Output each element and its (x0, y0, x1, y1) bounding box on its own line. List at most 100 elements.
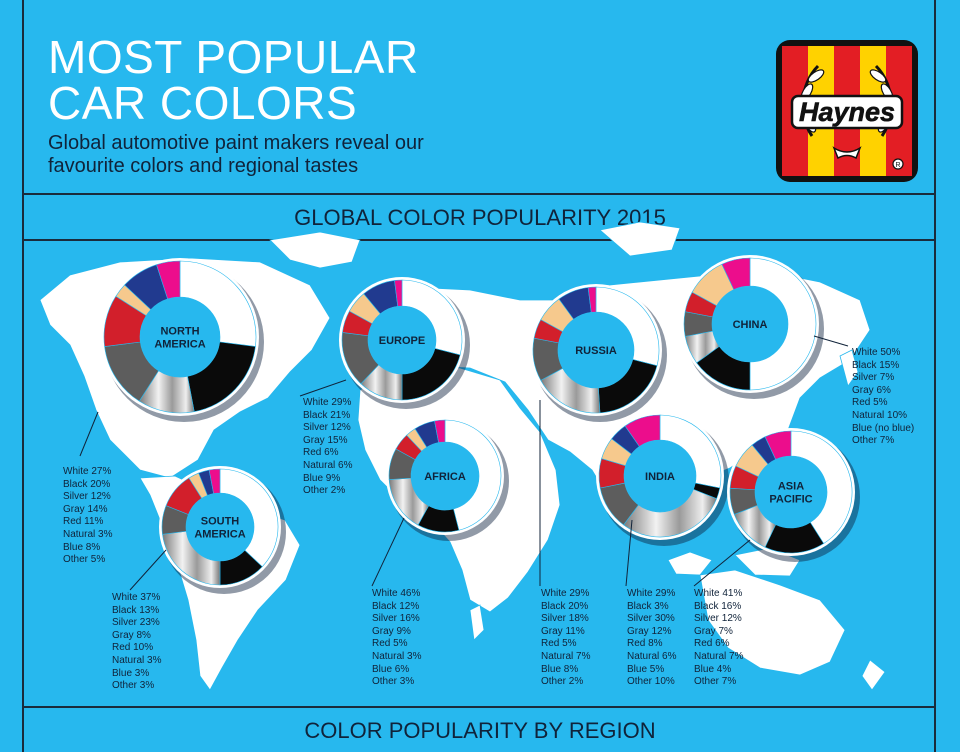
page-subtitle: Global automotive paint makers reveal ou… (48, 132, 424, 178)
stat-line: Black 21% (303, 409, 351, 421)
donut-region-label: ASIA (778, 481, 804, 493)
stat-line: Natural 3% (372, 650, 422, 662)
callout-line (625, 519, 633, 587)
callout-line (693, 539, 751, 587)
stat-line: White 27% (63, 466, 112, 477)
stat-line: Silver 16% (372, 613, 420, 625)
stat-line: Gray 6% (852, 384, 891, 396)
stat-list-north-america: White 27% Black 20% Silver 12% Gray 14% Red … (63, 466, 112, 567)
donut-africa: AFRICA (386, 417, 509, 541)
title-line-2: CAR COLORS (48, 77, 358, 129)
stat-list-africa: White 46% Black 12% Silver 16% Gray 9% Red 5… (372, 588, 421, 689)
stat-line: Blue 8% (63, 541, 101, 553)
stat-list-india: White 29% Black 3% Silver 30% Gray 12% Red 8… (627, 588, 676, 689)
stat-line: Black 20% (541, 600, 589, 612)
donut-region-label: AMERICA (154, 339, 205, 351)
stat-line: Other 5% (63, 554, 106, 566)
stat-line: Other 3% (372, 676, 415, 688)
region-donut-charts: NORTHAMERICASOUTHAMERICAEUROPEAFRICARUSS… (101, 255, 860, 594)
donut-region-label: PACIFIC (769, 494, 812, 506)
donut-region-label: RUSSIA (575, 345, 617, 357)
stat-line: Gray 12% (627, 625, 672, 637)
donut-region-label: NORTH (160, 326, 199, 338)
stat-line: Red 5% (372, 638, 408, 650)
stat-line: Black 15% (852, 359, 900, 371)
donut-china: CHINA (681, 255, 824, 399)
stat-line: Black 16% (694, 600, 742, 612)
stat-line: Silver 12% (694, 613, 742, 625)
stat-line: White 46% (372, 588, 421, 599)
donut-hole (411, 442, 479, 510)
stat-line: Other 2% (541, 676, 584, 688)
subtitle-line-2: favourite colors and regional tastes (48, 155, 359, 177)
donut-russia: RUSSIA (530, 284, 667, 422)
stat-line: Natural 10% (852, 409, 908, 421)
stat-list-asia-pacific: White 41% Black 16% Silver 12% Gray 7% Red 6… (694, 588, 743, 689)
stat-line: Red 5% (541, 638, 577, 650)
stat-line: Red 10% (112, 642, 154, 654)
stat-line: Blue 6% (372, 663, 410, 675)
stat-line: White 50% (852, 347, 901, 358)
callout-line (813, 335, 849, 347)
stat-list-china: White 50% Black 15% Silver 7% Gray 6% Red 5%… (852, 347, 914, 448)
donut-region-label: AMERICA (194, 529, 245, 541)
stat-line: Silver 7% (852, 372, 895, 384)
stat-line: Black 12% (372, 600, 420, 612)
stat-line: Blue 4% (694, 663, 732, 675)
donut-region-label: EUROPE (379, 335, 425, 347)
divider-bottom (22, 706, 936, 708)
stat-line: Blue (no blue) (852, 422, 915, 434)
section-title-global: GLOBAL COLOR POPULARITY 2015 (294, 205, 666, 230)
stat-line: Natural 6% (303, 459, 353, 471)
stat-line: Black 13% (112, 604, 160, 616)
donut-hole (368, 306, 436, 374)
stat-line: Gray 11% (541, 625, 585, 637)
donut-hole (624, 440, 696, 512)
callout-line (371, 517, 405, 587)
subtitle-line-1: Global automotive paint makers reveal ou… (48, 132, 424, 154)
stat-line: White 29% (541, 588, 590, 599)
stat-line: White 29% (303, 397, 352, 408)
svg-text:R: R (895, 162, 900, 169)
infographic-frame (22, 0, 936, 752)
stat-line: Natural 7% (541, 650, 591, 662)
stat-line: Other 10% (627, 676, 675, 688)
stat-line: Red 6% (694, 638, 730, 650)
stat-line: Blue 5% (627, 663, 665, 675)
stat-line: Natural 3% (112, 654, 162, 666)
stat-line: Gray 15% (303, 434, 348, 446)
stat-line: Silver 12% (303, 422, 351, 434)
stat-list-europe: White 29% Black 21% Silver 12% Gray 15% Red … (303, 397, 352, 498)
stat-line: Blue 8% (541, 663, 579, 675)
stat-line: Natural 7% (694, 650, 744, 662)
donut-hole (755, 456, 827, 528)
callout-line (129, 549, 167, 591)
donut-hole (140, 297, 220, 377)
callout-line (299, 379, 347, 397)
donut-region-label: AFRICA (424, 471, 466, 483)
page-title: MOST POPULAR CAR COLORS (48, 34, 419, 126)
title-line-1: MOST POPULAR (48, 31, 419, 83)
stat-line: Gray 8% (112, 629, 151, 641)
stat-line: Red 11% (63, 516, 104, 528)
stat-list-south-america: White 37% Black 13% Silver 23% Gray 8% Red 1… (112, 592, 161, 693)
stat-line: Red 5% (852, 397, 888, 409)
stat-line: Gray 14% (63, 503, 108, 515)
stat-line: Black 3% (627, 600, 669, 612)
stat-line: Blue 9% (303, 472, 341, 484)
stat-line: Gray 9% (372, 625, 411, 637)
haynes-logo: Haynes R (776, 40, 918, 182)
divider-top (22, 193, 936, 195)
section-title-region: COLOR POPULARITY BY REGION (304, 718, 656, 743)
stat-line: White 37% (112, 592, 161, 603)
stat-line: Natural 6% (627, 650, 677, 662)
donut-region-label: SOUTH (201, 516, 240, 528)
donut-hole (712, 286, 788, 362)
stat-line: Red 8% (627, 638, 663, 650)
stat-line: Other 2% (303, 485, 346, 497)
stat-line: Natural 3% (63, 528, 113, 540)
stat-line: Red 6% (303, 447, 339, 459)
